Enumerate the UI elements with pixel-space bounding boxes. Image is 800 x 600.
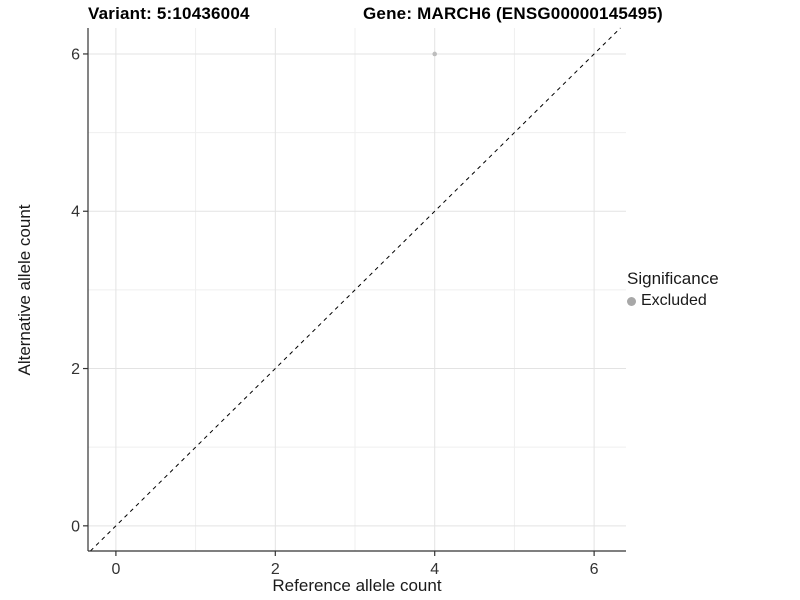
gene-title: Gene: MARCH6 (ENSG00000145495) (363, 4, 663, 23)
y-tick-label: 2 (71, 361, 80, 378)
x-tick-label: 4 (430, 561, 439, 578)
x-tick-label: 6 (590, 561, 599, 578)
y-tick-label: 0 (71, 518, 80, 535)
x-axis-title: Reference allele count (272, 576, 442, 595)
excluded-point-icon (627, 296, 636, 306)
x-tick-label: 2 (271, 561, 280, 578)
legend: Significance Excluded (627, 269, 719, 310)
y-tick-label: 6 (71, 46, 80, 63)
data-point (432, 51, 438, 57)
y-axis-title: Alternative allele count (15, 204, 34, 376)
y-tick-label: 4 (71, 204, 80, 221)
x-tick-label: 0 (111, 561, 120, 578)
legend-item-label: Excluded (641, 292, 707, 309)
variant-title: Variant: 5:10436004 (88, 4, 250, 23)
legend-title: Significance (627, 269, 719, 288)
legend-item-excluded: Excluded (627, 292, 719, 310)
